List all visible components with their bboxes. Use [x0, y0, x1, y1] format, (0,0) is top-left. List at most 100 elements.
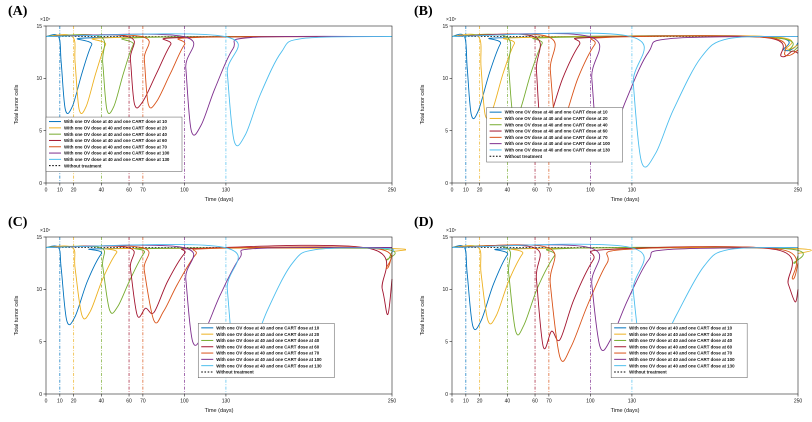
x-tick-label: 130 — [628, 399, 637, 405]
legend-label: With one OV dose at 40 and one CART dose… — [629, 351, 732, 356]
legend-label: With one OV dose at 40 and one CART dose… — [629, 363, 735, 368]
legend-label: With one OV dose at 40 and one CART dose… — [629, 357, 735, 362]
x-tick-label: 60 — [126, 188, 132, 194]
legend-label: With one OV dose at 40 and one CART dose… — [216, 338, 319, 343]
legend-label: With one OV dose at 40 and one CART dose… — [216, 351, 319, 356]
legend-label: With one OV dose at 40 and one CART dose… — [629, 338, 732, 343]
x-tick-label: 60 — [126, 399, 132, 405]
legend-box — [45, 116, 183, 172]
legend-label: Without treatment — [629, 370, 667, 375]
y-tick-label: 5 — [39, 128, 42, 134]
x-tick-label: 10 — [57, 399, 63, 405]
x-axis-label: Time (days) — [611, 197, 640, 203]
series-line-40 — [45, 34, 393, 115]
legend-label: With one OV dose at 40 and one CART dose… — [505, 141, 611, 146]
legend-label: With one OV dose at 40 and one CART dose… — [216, 357, 322, 362]
y-axis-multiplier: ×10⁷ — [446, 228, 456, 234]
legend-box — [197, 323, 335, 378]
series-line-20 — [451, 33, 799, 120]
legend-label: With one OV dose at 40 and one CART dose… — [505, 110, 608, 115]
x-tick-label: 70 — [546, 188, 552, 194]
y-tick-label: 0 — [445, 181, 448, 187]
legend-label: With one OV dose at 40 and one CART dose… — [64, 151, 170, 156]
x-tick-label: 250 — [388, 188, 397, 194]
series-line-130 — [45, 33, 393, 147]
y-tick-label: 5 — [39, 339, 42, 345]
y-tick-label: 5 — [445, 128, 448, 134]
legend-label: With one OV dose at 40 and one CART dose… — [505, 129, 608, 134]
x-tick-label: 250 — [388, 399, 397, 405]
legend-label: Without treatment — [216, 370, 254, 375]
series-line-40 — [451, 33, 799, 120]
x-tick-label: 100 — [180, 188, 189, 194]
series-line-40 — [451, 245, 804, 336]
legend-label: With one OV dose at 40 and one CART dose… — [505, 135, 608, 140]
y-axis-label: Total tumor cells — [14, 84, 20, 124]
y-tick-label: 15 — [442, 24, 448, 30]
x-tick-label: 10 — [57, 188, 63, 194]
y-tick-label: 10 — [36, 76, 42, 82]
legend-label: With one OV dose at 40 and one CART dose… — [216, 332, 319, 337]
y-axis-multiplier: ×10⁷ — [40, 17, 50, 23]
x-tick-label: 40 — [99, 188, 105, 194]
x-tick-label: 130 — [628, 188, 637, 194]
axes-box — [45, 25, 393, 184]
series-line-60 — [45, 244, 393, 318]
x-tick-label: 0 — [451, 188, 454, 194]
x-tick-label: 20 — [71, 399, 77, 405]
x-tick-label: 0 — [451, 399, 454, 405]
x-tick-label: 70 — [546, 399, 552, 405]
y-tick-label: 10 — [36, 287, 42, 293]
y-axis-label: Total tumor cells — [420, 295, 426, 335]
legend-label: With one OV dose at 40 and one CART dose… — [629, 332, 732, 337]
x-tick-label: 130 — [222, 399, 231, 405]
legend: With one OV dose at 40 and one CART dose… — [197, 323, 335, 378]
x-tick-label: 10 — [463, 399, 469, 405]
x-tick-label: 250 — [794, 188, 803, 194]
x-tick-label: 10 — [463, 188, 469, 194]
legend-label: With one OV dose at 40 and one CART dose… — [505, 122, 608, 127]
chart-B: 0 10 20 40 60 70 100 130 250 0 5 10 15×10⁷ Time (days… — [420, 17, 803, 203]
x-tick-label: 250 — [794, 399, 803, 405]
panel-A: (A) 0 10 20 40 60 70 100 130 250 0 5 10 15 ×10⁷ Time (… — [0, 0, 406, 211]
x-tick-label: 20 — [71, 188, 77, 194]
legend-label: With one OV dose at 40 and one CART dose… — [216, 363, 322, 368]
legend-label: With one OV dose at 40 and one CART dose… — [216, 325, 319, 330]
legend-label: With one OV dose at 40 and one CART dose… — [505, 148, 611, 153]
series-line-60 — [451, 33, 799, 130]
panel-B: (B) 0 10 20 40 60 70 100 130 250 0 5 10 15 ×10⁷ Time (… — [406, 0, 812, 211]
y-tick-label: 0 — [39, 392, 42, 398]
x-axis-label: Time (days) — [611, 408, 640, 414]
legend-label: With one OV dose at 40 and one CART dose… — [629, 344, 732, 349]
series-line-10 — [451, 33, 799, 120]
x-tick-label: 100 — [586, 188, 595, 194]
legend-box — [486, 107, 623, 163]
y-tick-label: 10 — [442, 287, 448, 293]
series-line-10 — [451, 245, 799, 331]
series-line-60 — [45, 34, 393, 109]
legend-label: With one OV dose at 40 and one CART dose… — [64, 119, 167, 124]
x-tick-label: 130 — [222, 188, 231, 194]
panel-D: (D) 0 10 20 40 60 70 100 130 250 0 5 10 15 ×10⁷ Time (… — [406, 211, 812, 422]
x-tick-label: 100 — [586, 399, 595, 405]
panel-C: (C) 0 10 20 40 60 70 100 130 250 0 5 10 15 ×10⁷ Time (… — [0, 211, 406, 422]
y-tick-label: 0 — [39, 181, 42, 187]
legend-label: With one OV dose at 40 and one CART dose… — [505, 116, 608, 121]
x-tick-label: 40 — [505, 399, 511, 405]
x-tick-label: 20 — [477, 188, 483, 194]
series-line-70 — [45, 245, 393, 324]
legend: With one OV dose at 40 and one CART dose… — [45, 116, 183, 172]
x-axis-label: Time (days) — [205, 197, 234, 203]
y-tick-label: 10 — [442, 76, 448, 82]
legend: With one OV dose at 40 and one CART dose… — [610, 323, 748, 378]
series-line-70 — [45, 34, 393, 109]
y-axis-multiplier: ×10⁷ — [446, 17, 456, 23]
legend-label: With one OV dose at 40 and one CART dose… — [64, 144, 167, 149]
legend-label: With one OV dose at 40 and one CART dose… — [64, 132, 167, 137]
x-tick-label: 60 — [532, 188, 538, 194]
series-line-60 — [451, 244, 799, 350]
legend-label: With one OV dose at 40 and one CART dose… — [64, 125, 167, 130]
x-tick-label: 0 — [45, 188, 48, 194]
panel-label-D: (D) — [414, 215, 434, 230]
series-line-100 — [45, 33, 393, 136]
